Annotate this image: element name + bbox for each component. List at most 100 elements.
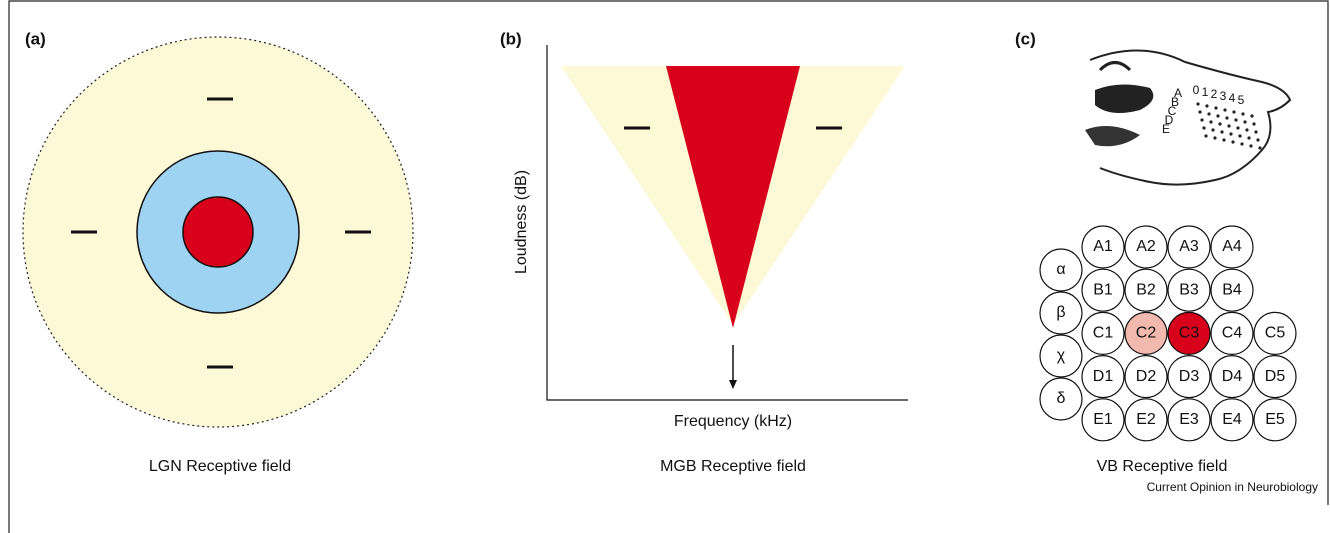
sketch-dot [1258,146,1262,150]
whisker [1167,355,1211,399]
whisker [1210,311,1254,355]
whisker-label: A2 [1136,238,1156,255]
whisker-label: A4 [1222,238,1242,255]
sketch-dot [1254,130,1258,134]
sketch-dot [1249,144,1253,148]
whisker-label: A1 [1093,238,1113,255]
whisker [1167,268,1211,312]
whisker-label: D3 [1179,368,1200,385]
whisker-label: E2 [1136,411,1156,428]
whisker [1253,311,1297,355]
sketch-col-label: 2 [1211,87,1218,101]
whisker-label: E4 [1222,411,1242,428]
whisker [1167,398,1211,442]
center [182,196,254,268]
sketch-dot [1209,120,1213,124]
sketch-row-label: D [1165,113,1174,127]
whisker [1081,225,1125,269]
rat-sketch [1085,49,1292,186]
whisker [1210,225,1254,269]
greek-label: β [1056,304,1065,321]
panel-label: (c) [1015,29,1036,48]
sketch-dot [1245,128,1249,132]
sketch-dot [1229,132,1233,136]
greek-label: δ [1057,390,1066,407]
sketch-dot [1222,138,1226,142]
sketch-dot [1225,116,1229,120]
sketch-dot [1204,134,1208,138]
sketch-row-label: B [1171,95,1179,109]
whisker-label: B1 [1093,281,1113,298]
whisker-label: D1 [1093,368,1114,385]
whisker-label: C2 [1136,325,1157,342]
sketch-dot [1211,128,1215,132]
whisker [1253,355,1297,399]
whisker-label: B2 [1136,281,1156,298]
whisker [1124,225,1168,269]
center-region [666,66,800,328]
y-axis-label: Loudness (dB) [513,170,530,274]
whisker-label: E3 [1179,411,1199,428]
arrow-head [729,380,737,389]
sketch-dot [1220,130,1224,134]
whisker-label: D5 [1265,368,1286,385]
whisker [1167,311,1211,355]
whisker [1081,311,1125,355]
greek-whisker [1039,377,1083,421]
sketch-dot [1238,134,1242,138]
panel-a [22,36,414,428]
sketch-dot [1236,126,1240,130]
sketch-col-label: 0 [1193,83,1200,97]
whisker [1124,268,1168,312]
sketch-col-label: 4 [1229,91,1236,105]
sketch-dot [1241,112,1245,116]
panel-label: (b) [500,29,522,48]
sketch-dot [1240,142,1244,146]
panel-label: (a) [25,29,46,48]
whisker-label: C3 [1179,325,1200,342]
axes [546,45,908,401]
whisker-label: B3 [1179,281,1199,298]
whisker [1210,355,1254,399]
sketch-dot [1247,136,1251,140]
greek-whisker [1039,248,1083,292]
greek-label: χ [1057,347,1066,364]
sketch-dot [1218,122,1222,126]
whisker-label: C4 [1222,325,1243,342]
sketch-dot [1214,106,1218,110]
sketch-dot [1200,118,1204,122]
sketch-dot [1196,102,1200,106]
sketch-dot [1216,114,1220,118]
whisker-label: D2 [1136,368,1157,385]
greek-whisker [1039,334,1083,378]
whisker-label: C1 [1093,325,1114,342]
sketch-dot [1205,104,1209,108]
whisker [1210,268,1254,312]
panel-caption: MGB Receptive field [660,458,806,475]
sketch-dot [1243,120,1247,124]
source: Current Opinion in Neurobiology [1147,480,1318,494]
sketch-dot [1232,110,1236,114]
sketch-dot [1202,126,1206,130]
whisker [1124,355,1168,399]
sketch-row-label: C [1168,104,1177,118]
whisker-label: D4 [1222,368,1243,385]
panel-b [546,45,908,401]
sketch-row-label: E [1162,122,1170,136]
whisker [1253,398,1297,442]
greek-whisker [1039,291,1083,335]
whisker [1124,398,1168,442]
panel-caption: VB Receptive field [1097,458,1228,475]
sketch-col-label: 1 [1202,85,1209,99]
whisker-label: A3 [1179,238,1199,255]
panel-caption: LGN Receptive field [149,458,291,475]
sketch-dot [1252,122,1256,126]
minus-signs [71,97,371,369]
sketch-dot [1231,140,1235,144]
frame [8,0,1329,533]
whisker [1124,311,1168,355]
whisker-label: B4 [1222,281,1242,298]
sketch-dot [1250,114,1254,118]
sketch-dot [1227,124,1231,128]
whisker [1081,355,1125,399]
